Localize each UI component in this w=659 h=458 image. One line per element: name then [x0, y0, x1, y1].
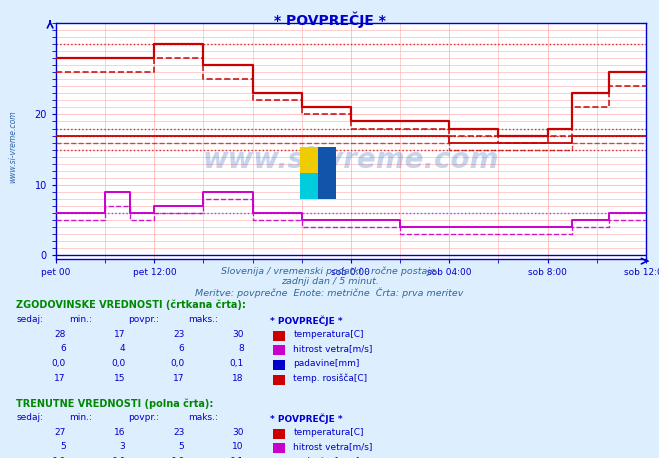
Text: min.:: min.: — [69, 413, 92, 422]
Text: 0,1: 0,1 — [229, 457, 244, 458]
Text: sedaj:: sedaj: — [16, 315, 43, 324]
Text: 17: 17 — [173, 374, 185, 383]
Text: 0,0: 0,0 — [170, 457, 185, 458]
Text: 23: 23 — [173, 428, 185, 437]
Text: 10: 10 — [233, 442, 244, 452]
Text: 3: 3 — [119, 442, 125, 452]
Text: 5: 5 — [179, 442, 185, 452]
Text: hitrost vetra[m/s]: hitrost vetra[m/s] — [293, 344, 372, 354]
Text: 15: 15 — [114, 374, 125, 383]
Text: maks.:: maks.: — [188, 413, 217, 422]
Text: 6: 6 — [179, 344, 185, 354]
Text: temperatura[C]: temperatura[C] — [293, 330, 364, 339]
Text: 4: 4 — [119, 344, 125, 354]
Text: sedaj:: sedaj: — [16, 413, 43, 422]
Text: 0,0: 0,0 — [51, 457, 66, 458]
Text: 28: 28 — [55, 330, 66, 339]
Text: ZGODOVINSKE VREDNOSTI (črtkana črta):: ZGODOVINSKE VREDNOSTI (črtkana črta): — [16, 300, 246, 311]
Text: Meritve: povprečne  Enote: metrične  Črta: prva meritev: Meritve: povprečne Enote: metrične Črta:… — [195, 288, 464, 298]
Text: 17: 17 — [55, 374, 66, 383]
Text: 17: 17 — [114, 330, 125, 339]
Text: * POVPREČJE *: * POVPREČJE * — [270, 315, 343, 326]
Text: 16: 16 — [114, 428, 125, 437]
Text: TRENUTNE VREDNOSTI (polna črta):: TRENUTNE VREDNOSTI (polna črta): — [16, 398, 214, 409]
Text: 27: 27 — [55, 428, 66, 437]
Text: povpr.:: povpr.: — [129, 413, 159, 422]
Text: www.si-vreme.com: www.si-vreme.com — [8, 110, 17, 183]
Text: 6: 6 — [60, 344, 66, 354]
Text: povpr.:: povpr.: — [129, 315, 159, 324]
Text: 30: 30 — [233, 330, 244, 339]
Text: 8: 8 — [238, 344, 244, 354]
Text: min.:: min.: — [69, 315, 92, 324]
Text: 0,0: 0,0 — [51, 359, 66, 368]
Text: temperatura[C]: temperatura[C] — [293, 428, 364, 437]
Text: * POVPREČJE *: * POVPREČJE * — [270, 413, 343, 424]
Text: Slovenija / vremenski podatki - ročne postaje.: Slovenija / vremenski podatki - ročne po… — [221, 267, 438, 276]
Text: hitrost vetra[m/s]: hitrost vetra[m/s] — [293, 442, 372, 452]
Text: zadnji dan / 5 minut.: zadnji dan / 5 minut. — [281, 277, 378, 286]
Text: 18: 18 — [233, 374, 244, 383]
Text: maks.:: maks.: — [188, 315, 217, 324]
Text: 30: 30 — [233, 428, 244, 437]
Text: www.si-vreme.com: www.si-vreme.com — [203, 146, 499, 174]
Text: 0,0: 0,0 — [170, 359, 185, 368]
Text: temp. rosišča[C]: temp. rosišča[C] — [293, 374, 367, 383]
Text: padavine[mm]: padavine[mm] — [293, 457, 360, 458]
Text: * POVPREČJE *: * POVPREČJE * — [273, 12, 386, 28]
Text: 23: 23 — [173, 330, 185, 339]
Text: 0,0: 0,0 — [111, 457, 125, 458]
Text: 5: 5 — [60, 442, 66, 452]
Text: 0,0: 0,0 — [111, 359, 125, 368]
Text: 0,1: 0,1 — [229, 359, 244, 368]
Text: padavine[mm]: padavine[mm] — [293, 359, 360, 368]
